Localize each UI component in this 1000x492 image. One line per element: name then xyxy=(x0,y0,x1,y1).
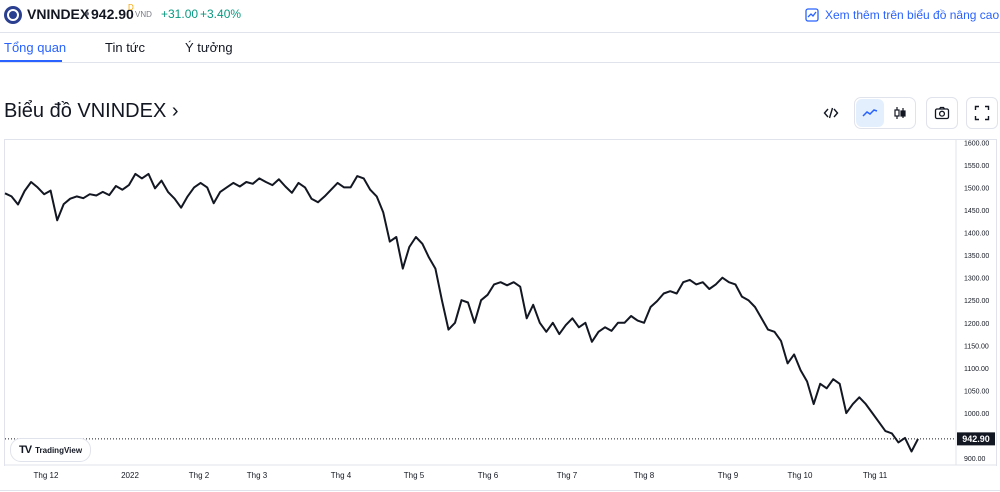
time-tick-label: Thg 6 xyxy=(478,471,499,480)
delay-flag: D xyxy=(128,3,134,12)
tab-overview[interactable]: Tổng quan xyxy=(4,40,67,55)
time-tick-label: Thg 2 xyxy=(189,471,210,480)
tab-bar: Tổng quan Tin tức Ý tưởng xyxy=(0,33,1000,63)
fullscreen-icon xyxy=(974,105,990,121)
tradingview-logo-icon: TV xyxy=(19,444,32,456)
active-tab-indicator xyxy=(0,60,62,62)
candlestick-icon xyxy=(894,107,906,119)
embed-code-button[interactable] xyxy=(815,97,847,129)
symbol-name: VNINDEX xyxy=(27,6,90,22)
advanced-chart-link[interactable]: Xem thêm trên biểu đồ nâng cao xyxy=(805,6,999,24)
time-axis: Thg 12 2022 Thg 2 Thg 3 Thg 4 Thg 5 Thg 6 Thg 7… xyxy=(34,471,888,480)
chart-style-group xyxy=(854,97,916,129)
last-price: 942.90 xyxy=(91,6,134,22)
chart-frame xyxy=(4,139,997,466)
divider xyxy=(0,32,1000,33)
symbol-header: VNINDEX • 942.90 D VND +31.00 +3.40% Xem… xyxy=(0,0,1000,30)
time-tick-label: Thg 5 xyxy=(404,471,425,480)
time-tick-label: Thg 7 xyxy=(557,471,578,480)
tradingview-label: TradingView xyxy=(35,445,83,455)
market-status-dot: • xyxy=(85,6,90,21)
tab-news[interactable]: Tin tức xyxy=(105,40,146,55)
price-change-percent: +3.40% xyxy=(200,7,242,21)
chart-link-icon xyxy=(805,8,819,22)
code-icon xyxy=(823,107,839,119)
tab-ideas[interactable]: Ý tưởng xyxy=(185,40,233,55)
time-tick-label: Thg 11 xyxy=(863,471,888,480)
chart-section-title[interactable]: Biểu đồ VNINDEX › xyxy=(4,100,179,122)
tradingview-badge[interactable]: TV TradingView xyxy=(10,438,92,462)
snapshot-button[interactable] xyxy=(926,97,958,129)
time-tick-label: Thg 8 xyxy=(634,471,655,480)
fullscreen-button[interactable] xyxy=(966,97,998,129)
time-tick-label: 2022 xyxy=(121,471,139,480)
currency-label: VND xyxy=(135,10,152,19)
time-tick-label: Thg 9 xyxy=(718,471,739,480)
time-tick-label: Thg 10 xyxy=(788,471,813,480)
time-tick-label: Thg 12 xyxy=(34,471,59,480)
camera-icon xyxy=(934,106,950,120)
price-change: +31.00 xyxy=(161,7,199,21)
line-style-button[interactable] xyxy=(856,99,884,127)
symbol-logo-icon xyxy=(4,6,22,24)
divider xyxy=(0,490,1000,491)
divider xyxy=(0,62,1000,63)
line-chart-icon xyxy=(862,109,878,117)
advanced-chart-link-label: Xem thêm trên biểu đồ nâng cao xyxy=(825,8,1000,22)
candle-style-button[interactable] xyxy=(886,99,914,127)
time-tick-label: Thg 4 xyxy=(331,471,352,480)
time-tick-label: Thg 3 xyxy=(247,471,268,480)
